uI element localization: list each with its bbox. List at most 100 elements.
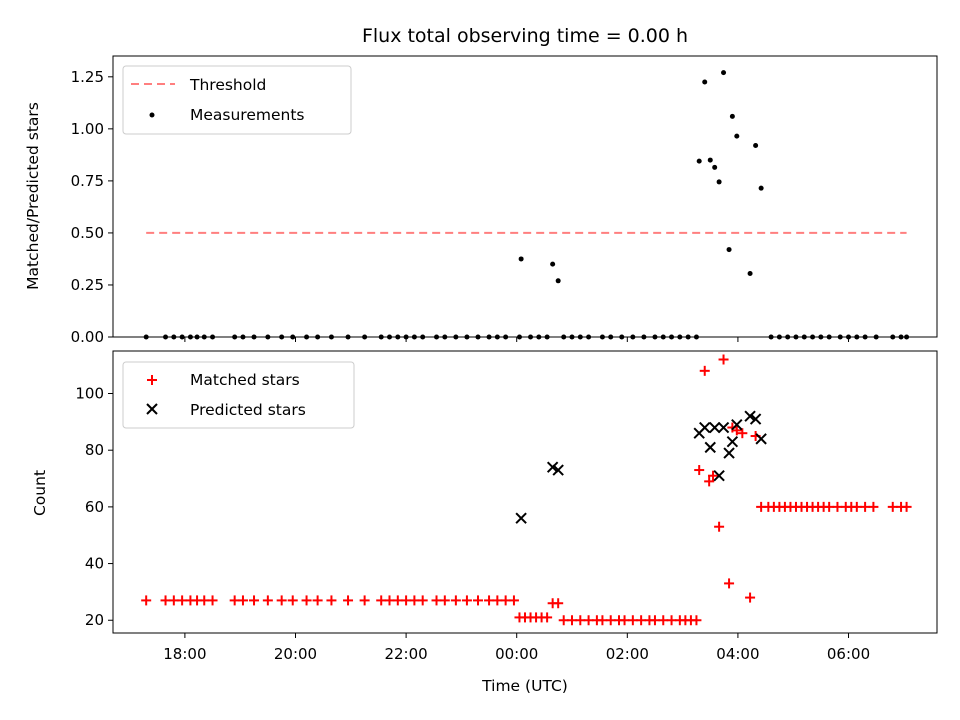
matched-star-marker xyxy=(301,595,312,606)
predicted-star-marker xyxy=(708,421,721,434)
bottom-y-tick-label: 100 xyxy=(75,385,104,403)
bottom-x-tick-label: 18:00 xyxy=(163,645,206,663)
predicted-star-marker xyxy=(699,421,711,434)
predicted-star-marker-b xyxy=(723,447,735,459)
predicted-star-marker-b xyxy=(749,413,762,425)
measurement-point xyxy=(734,133,740,139)
top-y-tick-label: 0.50 xyxy=(71,224,104,242)
predicted-star-marker-b xyxy=(731,418,743,431)
top-y-tick-label: 0.00 xyxy=(71,328,104,346)
legend-predicted-label: Predicted stars xyxy=(190,401,306,419)
predicted-star-marker xyxy=(744,410,756,422)
top-legend: Threshold Measurements xyxy=(122,65,352,135)
y-axis-label-ratio: Matched/Predicted stars xyxy=(24,102,42,290)
predicted-star-marker-b xyxy=(726,435,739,448)
predicted-star-marker-b xyxy=(699,421,711,434)
predicted-star-marker xyxy=(704,441,716,454)
measurement-point xyxy=(702,79,708,85)
predicted-star-marker-b xyxy=(515,512,527,524)
legend-threshold-label: Threshold xyxy=(189,76,266,94)
matched-star-marker xyxy=(699,365,710,376)
legend-measurements-swatch xyxy=(149,112,155,118)
matched-star-marker xyxy=(262,595,273,606)
matched-star-marker xyxy=(472,595,483,606)
matched-star-marker xyxy=(718,354,729,365)
measurement-point xyxy=(696,158,702,164)
top-y-tick-label: 0.25 xyxy=(71,276,104,294)
predicted-star-marker xyxy=(723,447,735,459)
bottom-y-tick-label: 60 xyxy=(85,498,104,516)
predicted-star-marker xyxy=(726,435,739,448)
legend-predicted-swatch xyxy=(146,403,158,415)
matched-star-marker xyxy=(745,592,756,603)
matched-star-marker xyxy=(508,595,519,606)
predicted-star-marker xyxy=(717,421,730,434)
matched-star-marker xyxy=(868,501,879,512)
bottom-y-tick-label: 40 xyxy=(85,555,104,573)
matched-star-marker xyxy=(553,598,564,609)
matched-star-marker xyxy=(141,595,152,606)
top-legend-box xyxy=(122,65,352,135)
predicted-star-marker-b xyxy=(552,464,564,476)
bottom-x-tick-label: 06:00 xyxy=(827,645,870,663)
matched-star-marker xyxy=(207,595,218,606)
predicted-star-marker xyxy=(546,461,559,473)
matched-star-marker xyxy=(439,595,450,606)
bottom-x-tick-label: 00:00 xyxy=(495,645,538,663)
legend-measurements-label: Measurements xyxy=(190,106,305,124)
matched-star-marker xyxy=(691,615,702,626)
bottom-y-tick-label: 80 xyxy=(85,441,104,459)
matched-star-marker xyxy=(737,428,748,439)
measurement-point xyxy=(555,278,561,284)
matched-star-marker xyxy=(704,476,715,487)
matched-star-marker xyxy=(287,595,298,606)
predicted-star-marker-b xyxy=(708,421,721,434)
measurement-point xyxy=(747,271,753,277)
matched-star-marker xyxy=(714,521,725,532)
measurement-point xyxy=(721,70,727,76)
y-axis-label-count: Count xyxy=(31,470,49,516)
top-y-ticks: 0.00 0.25 0.50 0.75 1.00 1.25 xyxy=(71,68,113,346)
matched-star-marker xyxy=(343,595,354,606)
matched-star-marker xyxy=(237,595,248,606)
matched-star-marker xyxy=(417,595,428,606)
measurement-point xyxy=(758,185,764,191)
measurement-point xyxy=(707,157,713,163)
matched-star-marker xyxy=(326,595,337,606)
bottom-y-tick-label: 20 xyxy=(85,611,104,629)
x-axis-label-time: Time (UTC) xyxy=(481,677,568,695)
chart-title: Flux total observing time = 0.00 h xyxy=(362,25,688,47)
predicted-star-marker xyxy=(515,512,527,524)
matched-star-marker xyxy=(461,595,472,606)
matched-star-marker xyxy=(249,595,260,606)
bottom-legend: Matched stars Predicted stars xyxy=(122,361,355,429)
measurement-point xyxy=(518,256,524,262)
matched-star-marker xyxy=(542,612,553,623)
predicted-star-marker xyxy=(749,413,762,425)
legend-matched-label: Matched stars xyxy=(190,371,300,389)
flux-ratio-axes: Flux total observing time = 0.00 h Match… xyxy=(24,25,938,346)
matched-star-marker xyxy=(901,501,912,512)
matched-star-marker xyxy=(708,470,719,481)
bottom-x-ticks: 18:00 20:00 22:00 00:00 02:00 04:00 06:00 xyxy=(163,633,870,663)
predicted-star-marker xyxy=(552,464,564,476)
bottom-x-tick-label: 20:00 xyxy=(274,645,317,663)
matched-star-marker xyxy=(694,465,705,476)
matched-star-marker xyxy=(312,595,323,606)
bottom-axes-frame xyxy=(112,350,938,634)
matched-star-marker xyxy=(450,595,461,606)
predicted-star-marker-b xyxy=(717,421,730,434)
measurement-point xyxy=(726,247,732,253)
predicted-star-markers xyxy=(515,410,767,524)
measurement-point xyxy=(550,261,556,267)
measurement-point xyxy=(753,143,759,149)
measurement-point xyxy=(716,179,722,185)
star-count-axes: Count Time (UTC) 20 40 60 80 100 18:00 20:00 2… xyxy=(31,350,938,695)
predicted-star-marker-b xyxy=(744,410,756,422)
legend-matched-swatch xyxy=(147,375,157,385)
predicted-star-marker-b xyxy=(546,461,559,473)
measurement-point xyxy=(712,164,718,170)
top-axes-frame xyxy=(112,55,938,338)
matched-star-marker xyxy=(724,578,735,589)
